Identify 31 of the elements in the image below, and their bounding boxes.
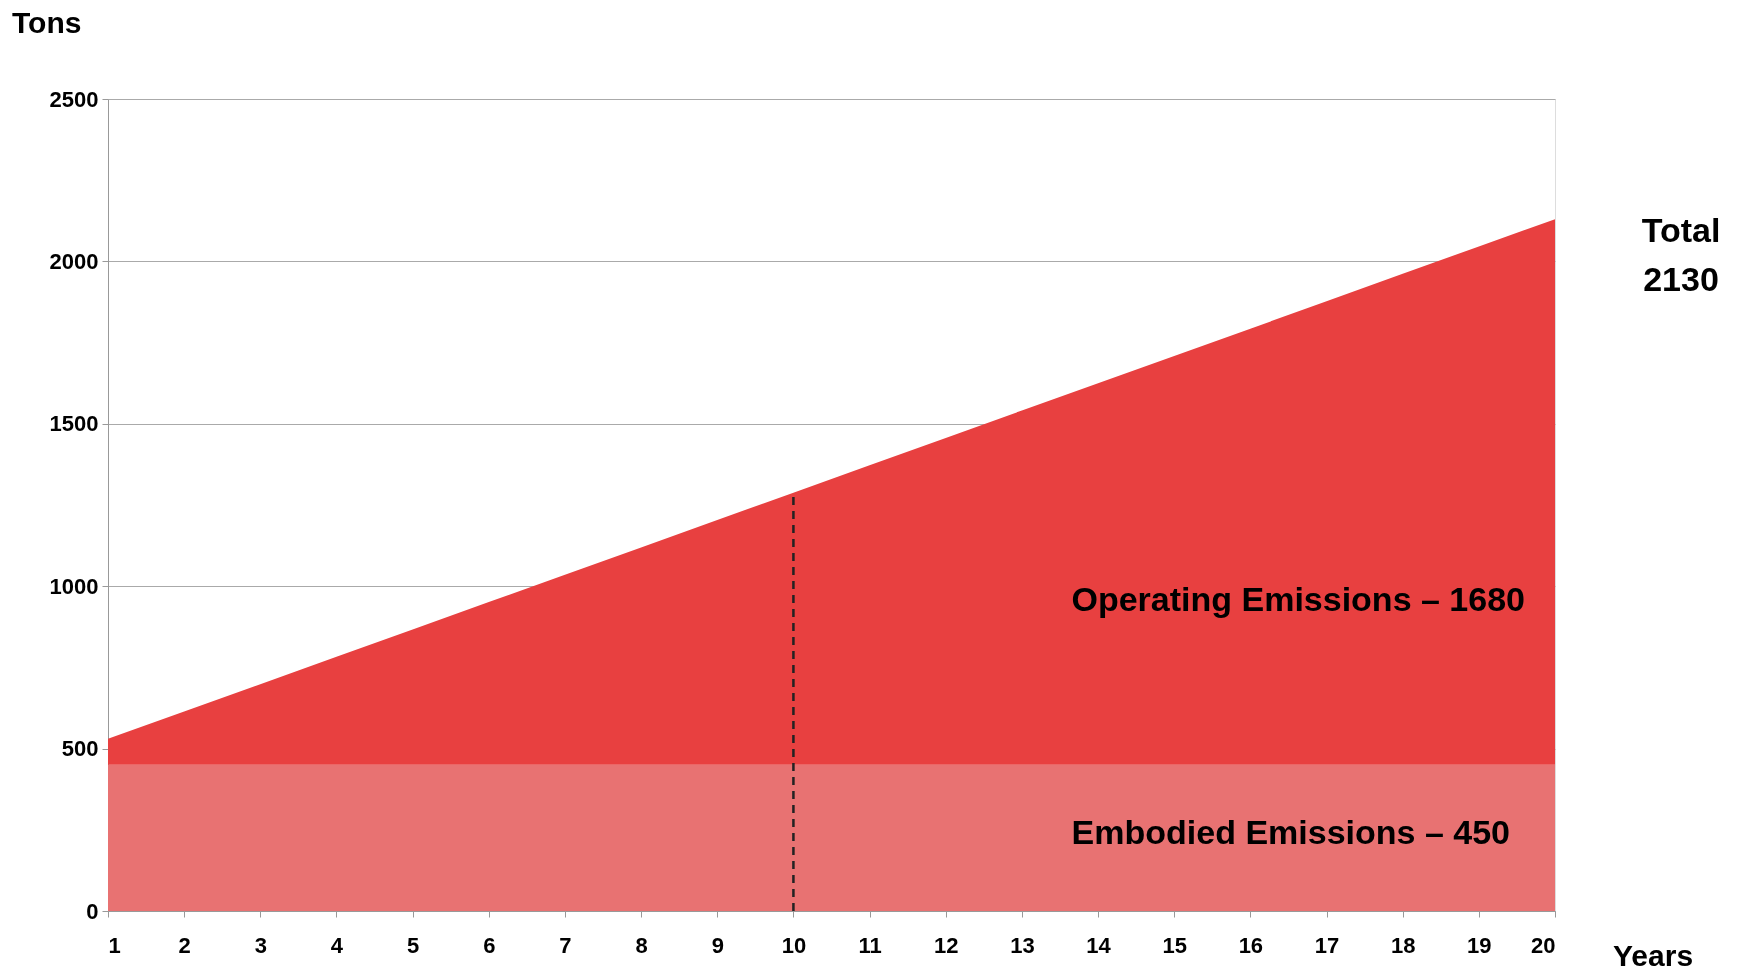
x-tick-label: 4 — [330, 932, 344, 958]
x-tick-label: 14 — [1086, 932, 1112, 958]
x-tick-label: 10 — [781, 932, 807, 958]
y-tick-label: 2000 — [49, 248, 99, 274]
y-tick-label: 0 — [86, 898, 99, 924]
x-tick-label: 15 — [1162, 932, 1187, 958]
x-tick-label: 13 — [1010, 932, 1035, 958]
x-tick-label: 6 — [483, 932, 496, 958]
y-tick-label: 500 — [61, 736, 99, 762]
x-tick-label: 5 — [407, 932, 420, 958]
x-axis-title: Years — [1613, 939, 1694, 972]
y-tick-label: 1000 — [49, 573, 99, 599]
x-tick-label: 12 — [933, 932, 959, 958]
x-tick-label: 11 — [858, 932, 882, 958]
x-tick-label: 19 — [1467, 932, 1492, 958]
annotation: Operating Emissions – 1680 — [1071, 580, 1525, 618]
x-tick-label: 2 — [178, 932, 191, 958]
x-tick-label: 20 — [1531, 932, 1556, 958]
text: Total 2130 — [1641, 211, 1721, 299]
y-tick-label: 2500 — [49, 86, 99, 112]
x-tick-label: 3 — [254, 932, 267, 958]
x-tick-label: 17 — [1314, 932, 1340, 958]
y-axis-title: Tons — [12, 6, 82, 39]
y-tick-label: 1500 — [49, 411, 99, 437]
x-tick-label: 18 — [1390, 932, 1416, 958]
x-tick-label: 8 — [635, 932, 648, 958]
annotation: Embodied Emissions – 450 — [1071, 813, 1510, 851]
x-tick-label: 1 — [108, 932, 121, 958]
x-tick-label: 7 — [559, 932, 572, 958]
x-tick-label: 9 — [711, 932, 724, 958]
x-tick-label: 16 — [1238, 932, 1264, 958]
